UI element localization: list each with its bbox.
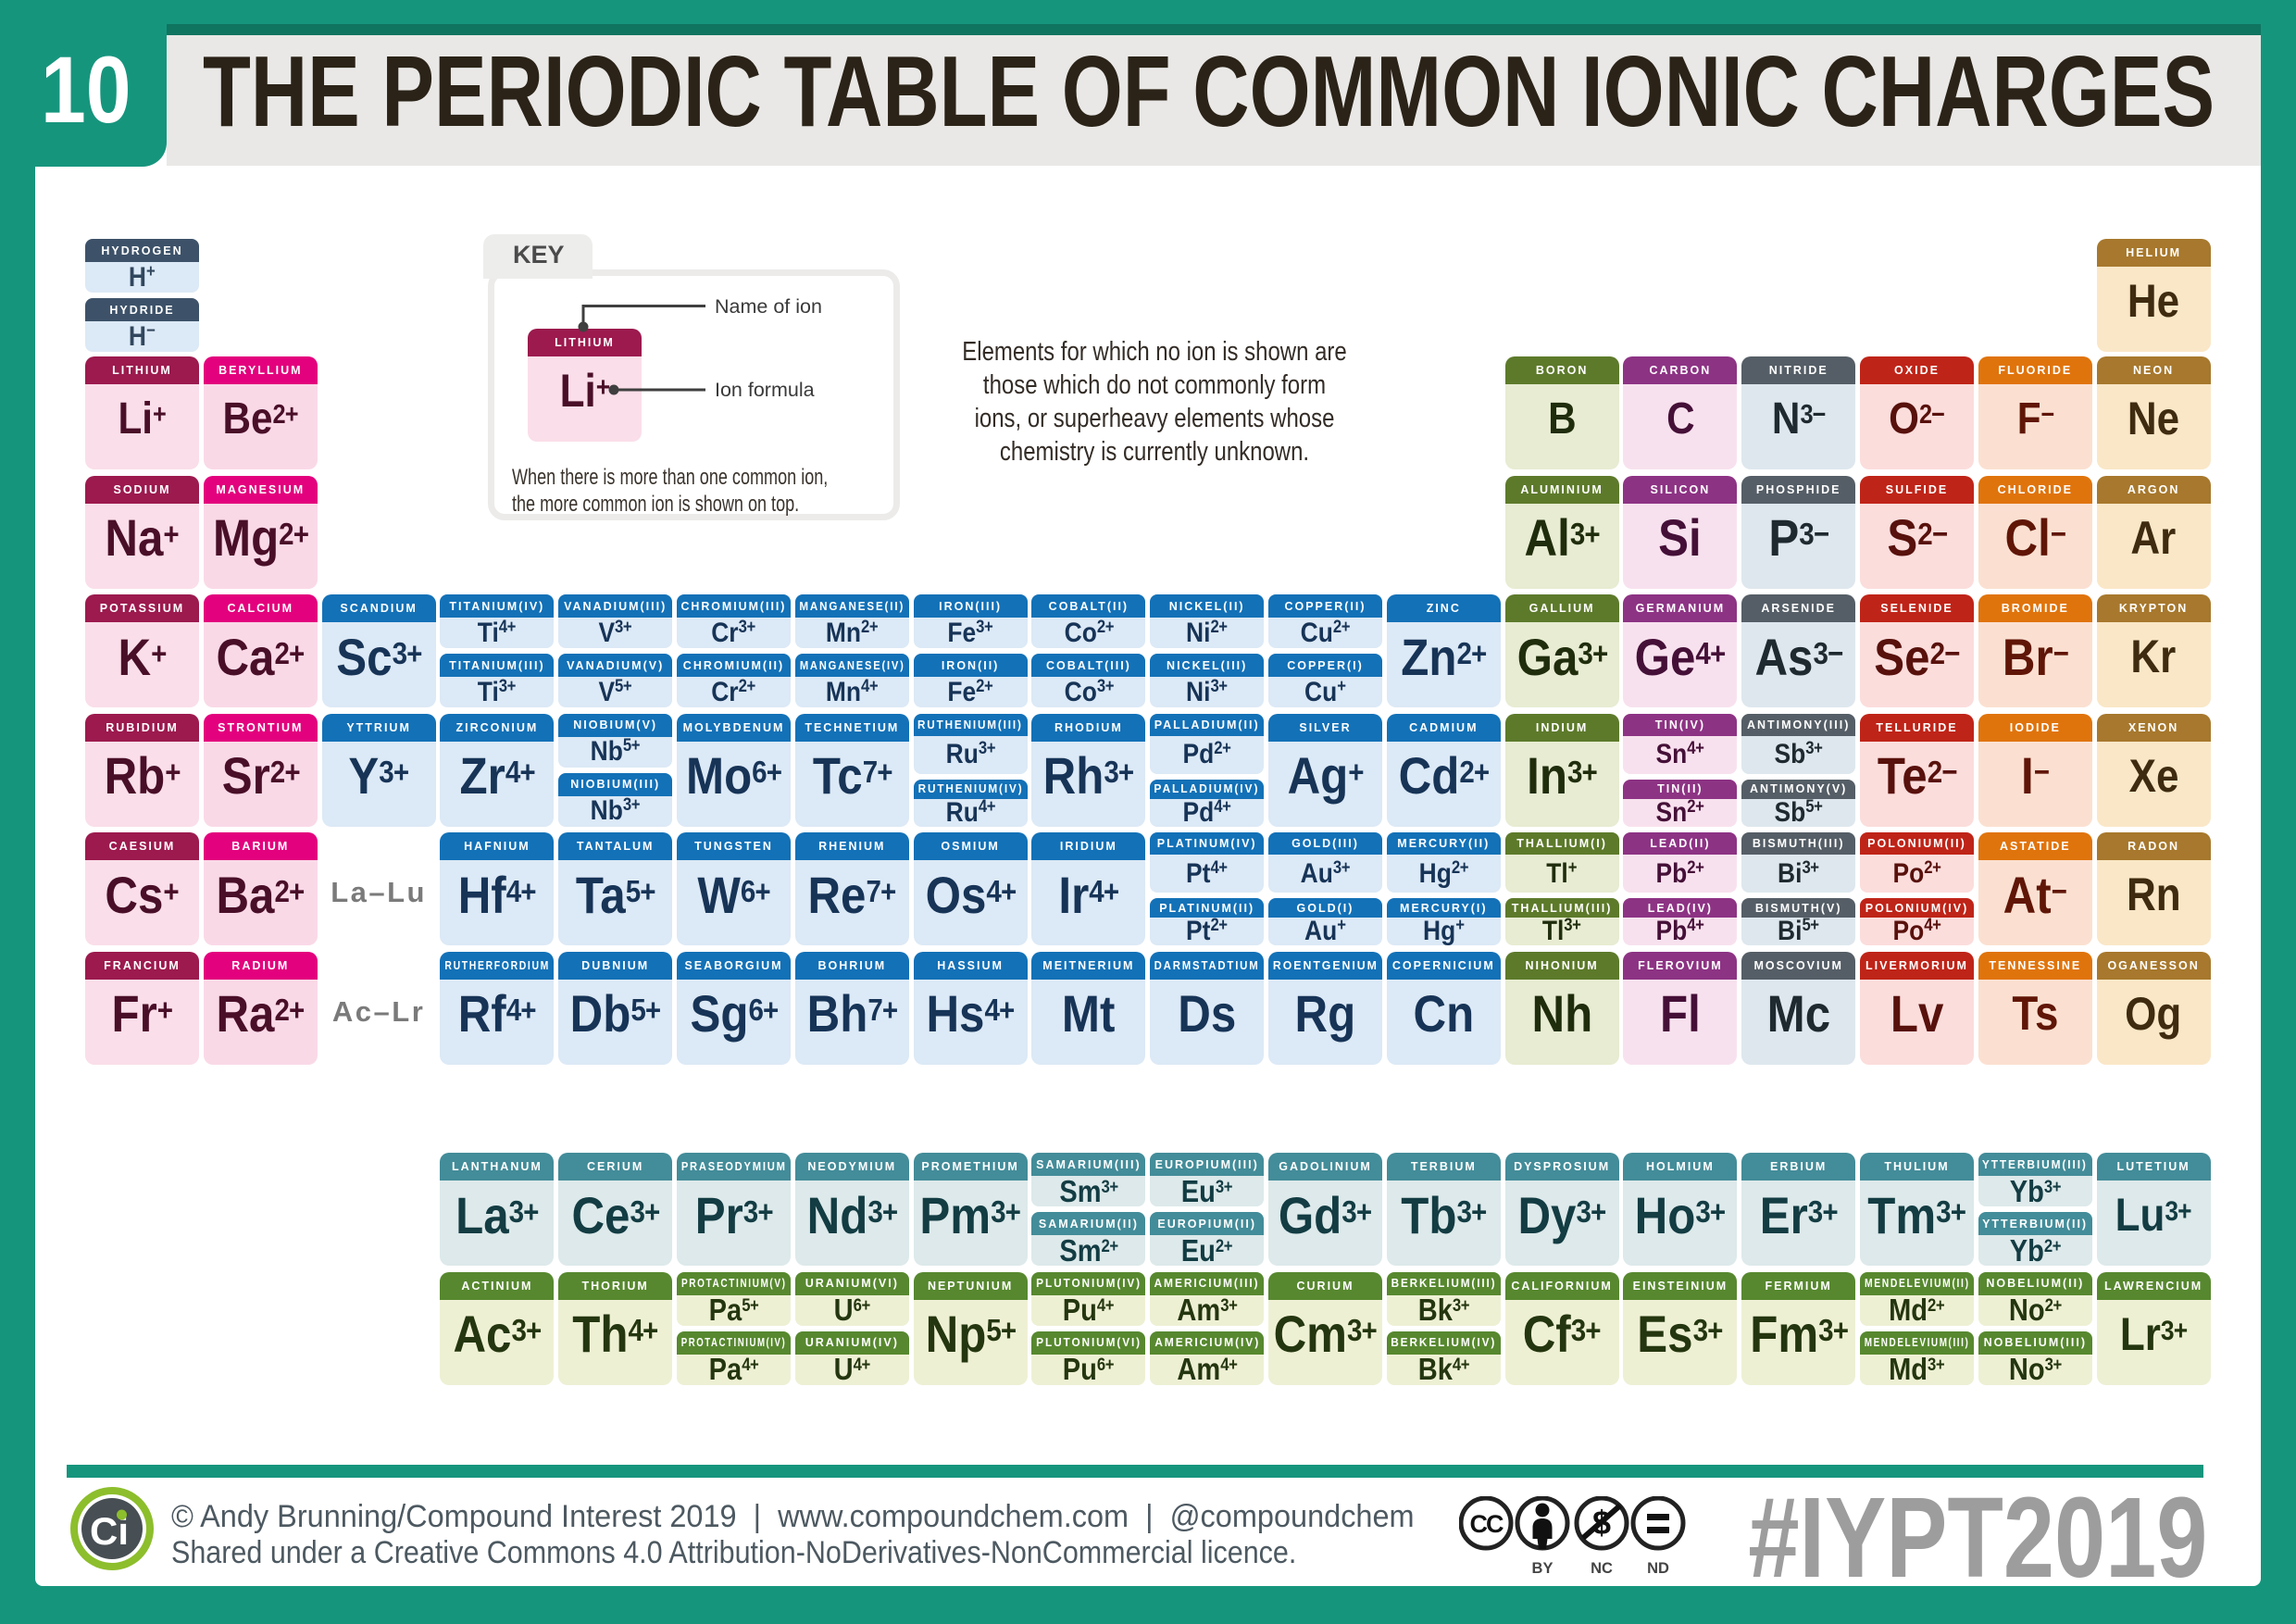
- svg-text:CC: CC: [1470, 1510, 1504, 1538]
- svg-text:NC: NC: [1591, 1560, 1613, 1577]
- svg-text:ND: ND: [1647, 1560, 1669, 1577]
- svg-text:BY: BY: [1532, 1560, 1554, 1577]
